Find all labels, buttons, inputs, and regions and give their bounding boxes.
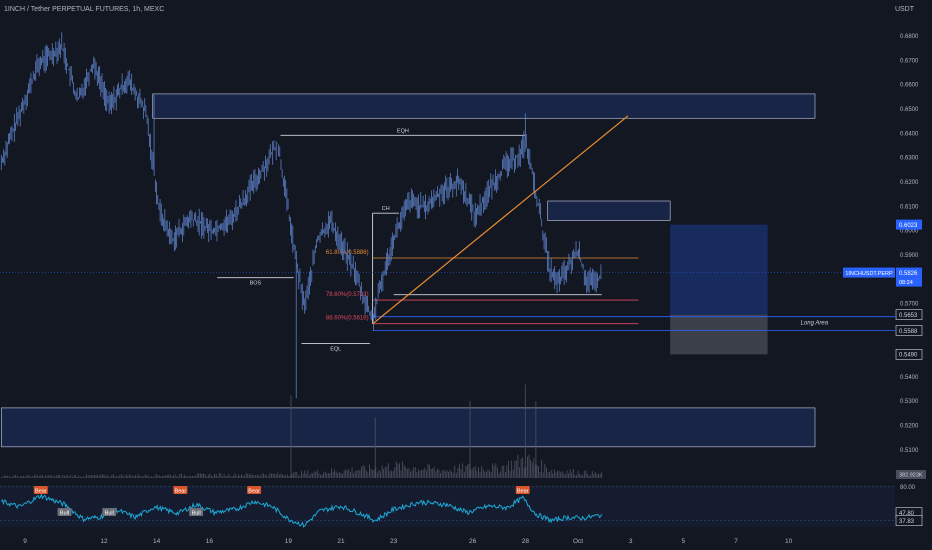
bull-badge [57, 508, 72, 516]
price-tick: 0.6200 [900, 180, 919, 186]
bear-badge-label: Bear [175, 488, 187, 494]
osc-tag-label: 47.80 [899, 511, 915, 517]
price-tag-label: 0.5826 [899, 271, 918, 277]
time-axis: 9 12 14 16 19 21 23 26 28 Oct 3 5 7 10 [23, 538, 792, 545]
price-tick: 0.6800 [900, 34, 919, 40]
time-tick: 12 [100, 538, 108, 545]
fib-label: 88.60%(0.5616) [326, 316, 369, 322]
volume-series [0, 384, 603, 478]
price-tick: 0.5900 [900, 253, 919, 259]
price-tick: 0.6000 [900, 229, 919, 235]
price-tick: 0.6400 [900, 131, 919, 137]
price-tick: 0.6600 [900, 83, 919, 89]
price-tag [895, 325, 923, 336]
structure-levels: 61.80%(0.5886)78.60%(0.5713)88.60%(0.561… [217, 128, 639, 352]
price-tag [895, 349, 923, 360]
bear-badge-label: Bear [517, 488, 529, 494]
price-tick: 0.6700 [900, 58, 919, 64]
zone-box [0, 407, 816, 448]
time-tick: 21 [337, 538, 345, 545]
symbol-tag-label: 1INCHUSDT.PERP [845, 271, 893, 277]
price-tag [896, 219, 922, 230]
price-tag-label: 0.5653 [899, 313, 918, 319]
time-tick: 10 [785, 538, 793, 545]
oscillator-band [0, 486, 895, 527]
price-tick: 0.6300 [900, 156, 919, 162]
bull-badge [102, 508, 117, 516]
price-tick: 0.5400 [900, 375, 919, 381]
osc-tag-label: 37.83 [899, 519, 915, 525]
time-tick: 23 [390, 538, 398, 545]
fib-label: 78.60%(0.5713) [326, 292, 369, 298]
time-tick: 19 [285, 538, 293, 545]
bull-badge [189, 508, 204, 516]
bull-badge-label: Bull [192, 510, 201, 516]
bear-badge [247, 486, 262, 494]
oscillator-pane: Bear Bull Bull Bear Bull Bear Bear [0, 486, 895, 528]
time-tick: Oct [573, 538, 583, 545]
countdown-tag [896, 277, 922, 287]
bear-badge-label: Bear [248, 488, 260, 494]
oscillator-line [0, 492, 603, 528]
structure-label: BOS [250, 281, 262, 287]
time-tick: 28 [522, 538, 530, 545]
price-series [0, 32, 895, 399]
time-tick: 3 [629, 538, 633, 545]
osc-tag [895, 515, 923, 527]
time-tick: 5 [682, 538, 686, 545]
price-tick: 0.5700 [900, 302, 919, 308]
supply-demand-zones [0, 93, 816, 448]
price-tick: 0.5100 [900, 448, 919, 454]
countdown-label: 08:24 [899, 280, 913, 286]
bear-badge [173, 486, 188, 494]
price-tag-label: 0.5490 [899, 353, 918, 359]
structure-label: EQH [397, 128, 409, 134]
time-tick: 9 [23, 538, 27, 545]
target-area [670, 224, 768, 315]
symbol-tag [843, 267, 895, 278]
volume-tag-label: 382.923K [899, 473, 923, 479]
zone-box [547, 200, 671, 221]
zone-box [152, 93, 816, 119]
bear-badge [515, 486, 530, 494]
chart-title: 1INCH / Tether PERPETUAL FUTURES, 1h, ME… [4, 6, 165, 13]
price-tick: 0.5300 [900, 399, 919, 405]
time-tick: 14 [153, 538, 161, 545]
price-tag [896, 267, 922, 278]
time-tick: 7 [734, 538, 738, 545]
volume-tag [896, 470, 926, 479]
trendline[interactable] [372, 115, 629, 325]
currency-label: USDT [894, 6, 914, 13]
bear-badge [33, 486, 48, 494]
structure-label: EQL [330, 346, 341, 352]
trendline-line [372, 115, 629, 325]
stop-area [670, 314, 768, 355]
price-axis: 0.6800 0.6700 0.6600 0.6500 0.6400 0.6300 0.62… [843, 34, 926, 527]
price-tag-label: 0.6023 [899, 223, 918, 229]
time-tick: 26 [469, 538, 477, 545]
long-position-tool[interactable]: Long Area [372, 224, 895, 355]
price-tag [895, 309, 923, 320]
long-area-label: Long Area [801, 321, 829, 327]
bull-badge-label: Bull [60, 510, 69, 516]
bull-badge-label: Bull [105, 510, 114, 516]
price-tick: 0.5200 [900, 423, 919, 429]
bear-badge-label: Bear [35, 488, 47, 494]
structure-label: CH [382, 206, 390, 212]
price-tag-label: 0.5588 [899, 329, 918, 335]
price-tick: 0.6100 [900, 204, 919, 210]
osc-tick: 80.00 [900, 485, 916, 491]
time-tick: 16 [206, 538, 214, 545]
price-tick: 0.6500 [900, 107, 919, 113]
